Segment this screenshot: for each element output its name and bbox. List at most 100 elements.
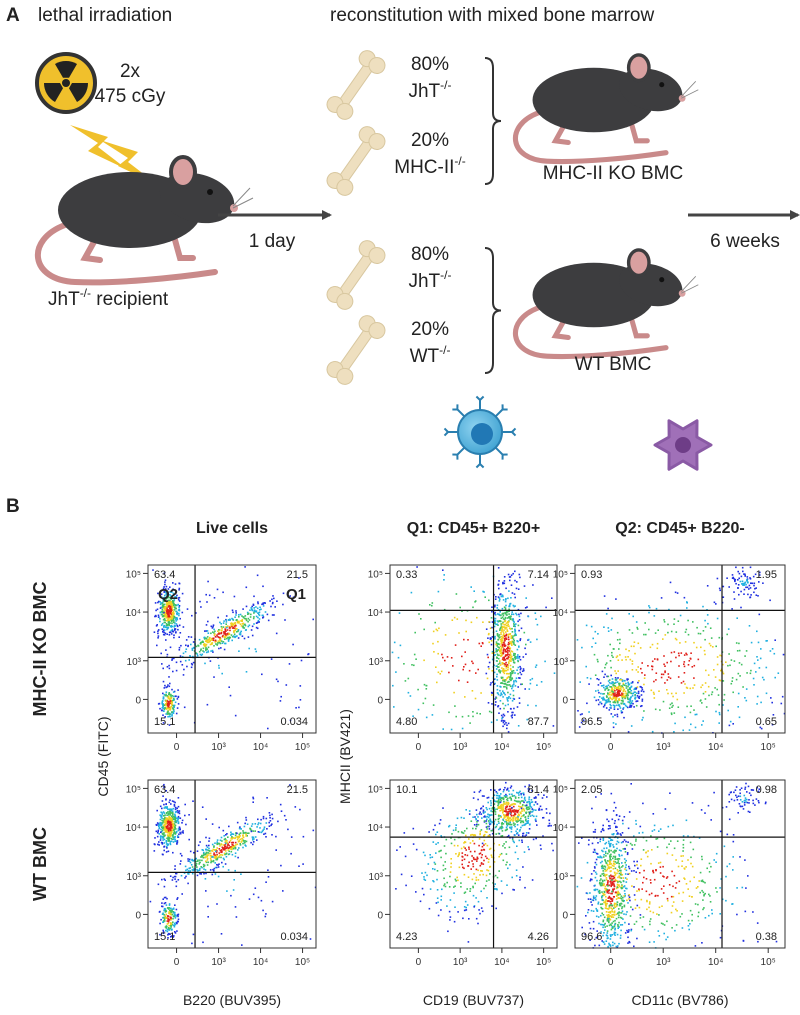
- event-dot: [612, 681, 614, 683]
- event-dot: [185, 648, 188, 650]
- event-dot: [517, 608, 520, 611]
- event-dot: [543, 794, 545, 796]
- event-dot: [171, 699, 174, 702]
- event-dot: [483, 849, 486, 851]
- event-dot: [207, 849, 210, 852]
- event-dot: [184, 650, 187, 653]
- event-dot: [169, 819, 171, 821]
- event-dot: [227, 639, 230, 641]
- event-dot: [498, 666, 500, 668]
- event-dot: [199, 841, 201, 843]
- event-dot: [207, 852, 210, 854]
- event-dot: [172, 807, 175, 810]
- event-dot: [699, 700, 702, 702]
- event-dot: [501, 630, 503, 632]
- event-dot: [656, 642, 659, 645]
- event-dot: [536, 824, 538, 826]
- event-dot: [235, 631, 238, 633]
- event-dot: [168, 724, 171, 726]
- event-dot: [518, 697, 521, 699]
- event-dot: [181, 822, 183, 824]
- event-dot: [265, 817, 268, 820]
- event-dot: [182, 830, 184, 832]
- event-dot: [519, 638, 522, 640]
- event-dot: [172, 838, 175, 841]
- event-dot: [435, 852, 437, 854]
- event-dot: [174, 917, 177, 919]
- event-dot: [223, 635, 225, 638]
- event-dot: [693, 641, 695, 644]
- event-dot: [182, 652, 185, 655]
- event-dot: [176, 618, 179, 621]
- event-dot: [477, 823, 480, 826]
- event-dot: [618, 688, 620, 690]
- event-dot: [237, 849, 239, 851]
- event-dot: [619, 690, 621, 692]
- event-dot: [236, 835, 239, 838]
- event-dot: [417, 708, 420, 711]
- event-dot: [520, 667, 522, 670]
- event-dot: [162, 631, 164, 633]
- event-dot: [636, 694, 639, 697]
- event-dot: [413, 653, 416, 656]
- event-dot: [500, 643, 502, 645]
- event-dot: [472, 606, 474, 609]
- event-dot: [424, 871, 427, 874]
- event-dot: [432, 868, 434, 870]
- event-dot: [166, 707, 168, 709]
- event-dot: [693, 677, 695, 679]
- event-dot: [714, 687, 716, 689]
- event-dot: [507, 700, 509, 702]
- event-dot: [264, 832, 267, 835]
- event-dot: [504, 847, 506, 849]
- event-dot: [623, 684, 626, 686]
- event-dot: [196, 866, 198, 868]
- event-dot: [501, 628, 504, 630]
- bone: [326, 50, 386, 120]
- event-dot: [222, 634, 224, 637]
- event-dot: [476, 858, 478, 860]
- event-dot: [170, 818, 173, 821]
- plot-frame: [147, 779, 317, 949]
- event-dot: [592, 637, 594, 640]
- event-dot: [159, 805, 162, 808]
- event-dot: [513, 889, 515, 891]
- event-dot: [450, 728, 453, 731]
- event-dot: [498, 796, 500, 799]
- event-dot: [497, 596, 500, 598]
- event-dot: [171, 701, 173, 704]
- event-dot: [244, 623, 246, 626]
- event-dot: [163, 626, 165, 629]
- event-dot: [419, 900, 422, 903]
- event-dot: [487, 656, 489, 659]
- event-dot: [500, 639, 503, 642]
- event-dot: [600, 685, 603, 687]
- event-dot: [253, 610, 255, 613]
- event-dot: [684, 641, 687, 643]
- event-dot: [510, 668, 512, 671]
- event-dot: [163, 687, 166, 689]
- event-dot: [167, 617, 170, 620]
- event-dot: [671, 702, 673, 704]
- event-dot: [654, 708, 657, 711]
- event-dot: [165, 910, 168, 913]
- event-dot: [503, 606, 506, 608]
- event-dot: [520, 683, 522, 686]
- event-dot: [242, 846, 244, 849]
- event-dot: [432, 704, 435, 706]
- event-dot: [517, 816, 519, 818]
- event-dot: [490, 643, 493, 646]
- event-dot: [171, 622, 173, 625]
- event-dot: [170, 907, 172, 910]
- row-label: WT BMC: [30, 827, 50, 901]
- event-dot: [495, 800, 498, 803]
- event-dot: [453, 844, 456, 847]
- event-dot: [273, 614, 275, 616]
- event-dot: [513, 683, 515, 685]
- event-dot: [252, 830, 255, 832]
- event-dot: [607, 627, 610, 629]
- event-dot: [501, 607, 504, 610]
- event-dot: [507, 646, 509, 648]
- event-dot: [163, 634, 166, 636]
- event-dot: [610, 674, 612, 677]
